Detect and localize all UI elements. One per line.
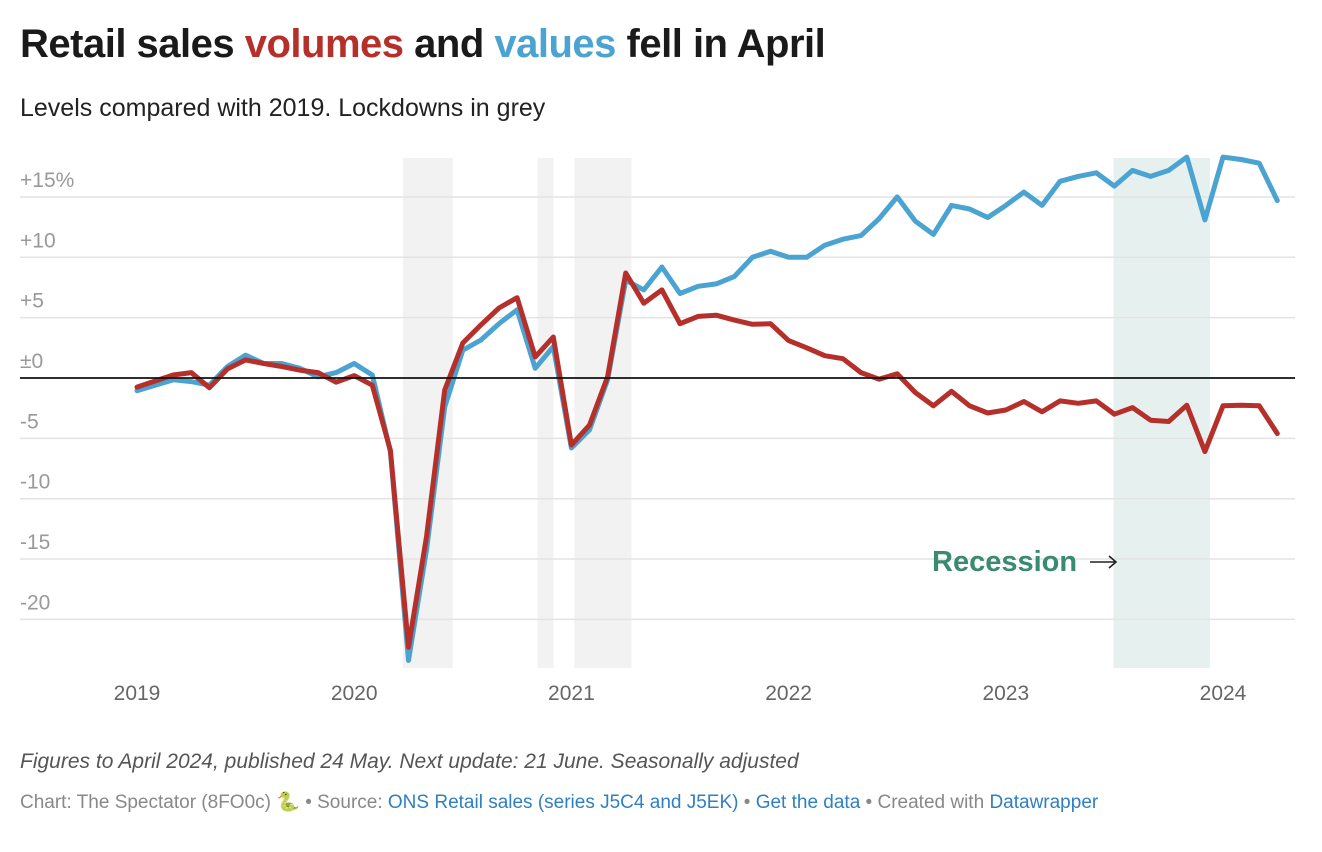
- x-tick-label: 2020: [331, 682, 378, 705]
- byline-text: • Source:: [299, 792, 388, 813]
- y-tick-label: +15%: [20, 169, 74, 192]
- y-tick-label: +5: [20, 290, 44, 313]
- y-tick-label: -10: [20, 471, 50, 494]
- y-tick-label: -5: [20, 410, 39, 433]
- series-line-volumes: [134, 270, 1280, 650]
- y-tick-label: ±0: [20, 350, 43, 373]
- chart-title: Retail sales volumes and values fell in …: [20, 22, 826, 67]
- title-text: Retail sales: [20, 22, 245, 66]
- y-tick-label: -15: [20, 531, 50, 554]
- x-tick-label: 2019: [114, 682, 161, 705]
- chart-subtitle: Levels compared with 2019. Lockdowns in …: [20, 94, 546, 122]
- recession-label: Recession: [932, 546, 1077, 578]
- y-tick-label: -20: [20, 591, 50, 614]
- get-data-link[interactable]: Get the data: [755, 792, 861, 813]
- y-tick-label: +10: [20, 229, 56, 252]
- lockdown-band: [537, 158, 554, 668]
- arrow-right-icon: [1090, 555, 1118, 569]
- title-text: and: [403, 22, 495, 66]
- x-tick-label: 2024: [1200, 682, 1247, 705]
- byline-text: •: [738, 792, 756, 813]
- chart-notes: Figures to April 2024, published 24 May.…: [20, 750, 799, 773]
- lockdown-band: [574, 158, 632, 668]
- byline-text: • Created with: [860, 792, 990, 813]
- x-tick-label: 2022: [765, 682, 812, 705]
- byline: Chart: The Spectator (8FO0c) 🐍 • Source:…: [20, 790, 1098, 814]
- byline-chart: Chart: The Spectator (8FO0c) 🐍: [20, 792, 300, 813]
- datawrapper-link[interactable]: Datawrapper: [989, 792, 1099, 813]
- title-values: values: [494, 22, 616, 66]
- x-tick-label: 2021: [548, 682, 595, 705]
- source-link[interactable]: ONS Retail sales (series J5C4 and J5EK): [387, 792, 739, 813]
- recession-band: [1113, 158, 1210, 668]
- title-text: fell in April: [615, 22, 826, 66]
- line-chart: +15% +10 +5 ±0 -5 -10 -15 -20 2019 2020 2021 2022 20…: [20, 154, 1295, 705]
- title-volumes: volumes: [244, 22, 404, 66]
- x-tick-label: 2023: [982, 682, 1029, 705]
